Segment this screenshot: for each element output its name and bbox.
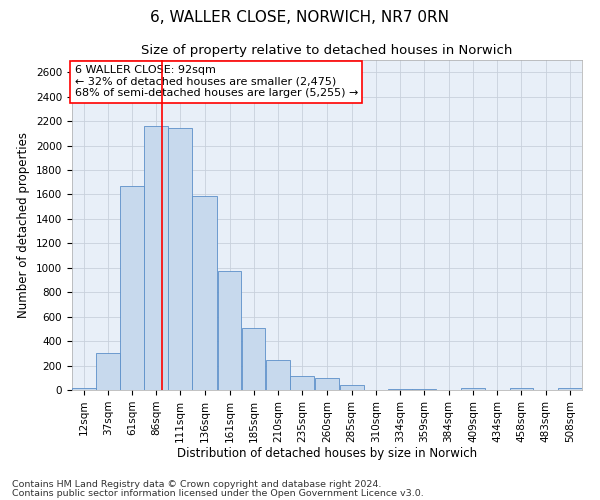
Bar [461,388,485,390]
Y-axis label: Number of detached properties: Number of detached properties [17,132,31,318]
Bar [72,388,96,390]
Bar [169,128,192,390]
Bar [242,328,265,390]
Bar [388,389,412,390]
Bar [290,376,314,390]
Bar [266,360,290,390]
Bar [193,196,217,390]
Bar [218,272,241,390]
Bar [558,388,582,390]
Bar [145,126,168,390]
Bar [509,388,533,390]
Text: Contains public sector information licensed under the Open Government Licence v3: Contains public sector information licen… [12,488,424,498]
Text: 6, WALLER CLOSE, NORWICH, NR7 0RN: 6, WALLER CLOSE, NORWICH, NR7 0RN [151,10,449,25]
Bar [96,354,120,390]
X-axis label: Distribution of detached houses by size in Norwich: Distribution of detached houses by size … [177,448,477,460]
Bar [315,378,339,390]
Title: Size of property relative to detached houses in Norwich: Size of property relative to detached ho… [142,44,512,58]
Text: Contains HM Land Registry data © Crown copyright and database right 2024.: Contains HM Land Registry data © Crown c… [12,480,382,489]
Bar [340,385,364,390]
Bar [120,186,144,390]
Text: 6 WALLER CLOSE: 92sqm
← 32% of detached houses are smaller (2,475)
68% of semi-d: 6 WALLER CLOSE: 92sqm ← 32% of detached … [74,65,358,98]
